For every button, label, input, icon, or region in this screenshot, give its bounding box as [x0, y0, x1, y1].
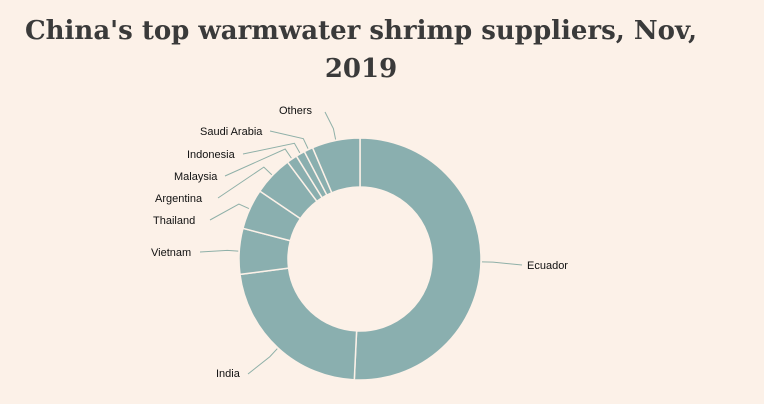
slice-label: Vietnam [151, 247, 191, 259]
chart-title: China's top warmwater shrimp suppliers, … [24, 16, 698, 84]
slice-label: Indonesia [187, 149, 236, 161]
slice-label: Others [279, 105, 313, 117]
leader-line [481, 261, 523, 266]
leader-line [209, 203, 250, 221]
leader-line [242, 142, 301, 155]
leader-line [224, 148, 292, 177]
slice-label: Malaysia [174, 171, 218, 183]
leader-line [199, 249, 239, 253]
leader-line [269, 130, 309, 149]
slice-india [239, 267, 358, 381]
slice-label: India [216, 368, 241, 380]
slice-others [311, 137, 361, 194]
slice-label: Argentina [155, 193, 203, 205]
leader-line [247, 348, 278, 375]
leader-line [217, 166, 273, 199]
slice-ecuador [353, 137, 482, 381]
slice-label: Saudi Arabia [200, 126, 263, 138]
slice-label: Ecuador [527, 260, 568, 272]
leader-line [324, 111, 337, 140]
slice-label: Thailand [153, 215, 195, 227]
